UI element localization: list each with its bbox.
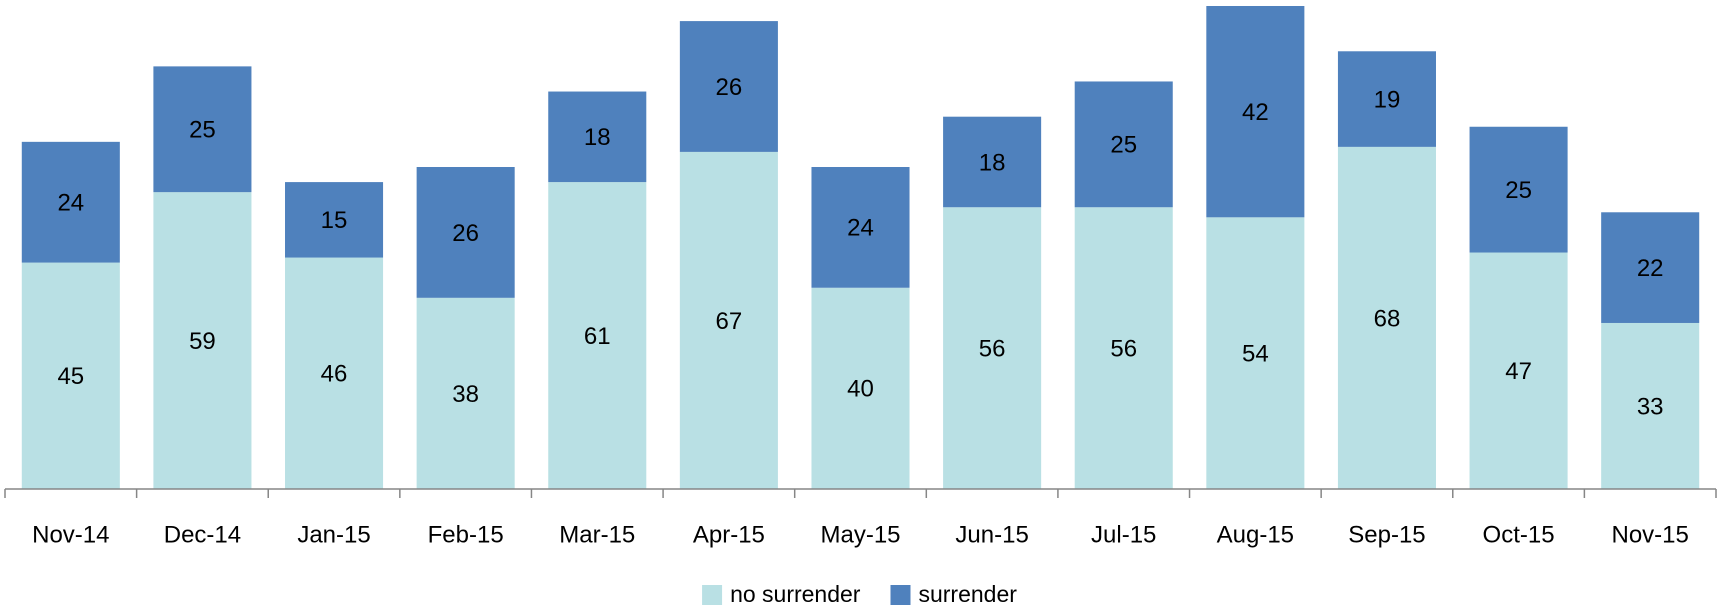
bar-segment xyxy=(1601,212,1700,323)
data-label: 22 xyxy=(1637,255,1664,282)
x-tick-label: Nov-14 xyxy=(32,521,109,548)
bar-segment xyxy=(285,257,384,489)
bar-segment xyxy=(811,167,910,288)
x-tick-label: Feb-15 xyxy=(428,521,504,548)
x-tick-label: Apr-15 xyxy=(693,521,765,548)
data-label: 45 xyxy=(57,363,84,390)
bar-segment xyxy=(548,91,647,183)
data-label: 47 xyxy=(1505,358,1532,385)
bar-segment xyxy=(943,207,1042,489)
bar-segment xyxy=(1206,6,1305,218)
legend-label: surrender xyxy=(918,581,1017,607)
data-label: 24 xyxy=(847,215,874,242)
bar-segment xyxy=(153,66,252,193)
x-tick-label: Sep-15 xyxy=(1348,521,1425,548)
data-label: 19 xyxy=(1374,86,1401,113)
data-label: 56 xyxy=(1110,335,1137,362)
legend: no surrender surrender xyxy=(702,581,1017,607)
data-label: 68 xyxy=(1374,305,1401,332)
legend-label: no surrender xyxy=(730,581,861,607)
bar-segment xyxy=(679,21,778,152)
data-label: 38 xyxy=(452,381,479,408)
bar-segment xyxy=(1469,126,1568,253)
data-label: 25 xyxy=(1505,177,1532,204)
bar-segment xyxy=(811,287,910,489)
data-label: 18 xyxy=(584,124,611,151)
x-tick-label: Jan-15 xyxy=(297,521,370,548)
data-label: 15 xyxy=(321,207,348,234)
data-label: 40 xyxy=(847,376,874,403)
data-label: 67 xyxy=(716,308,743,335)
x-tick-label: Jun-15 xyxy=(955,521,1028,548)
data-label: 56 xyxy=(979,335,1006,362)
bar-segment xyxy=(679,151,778,489)
bar-segment xyxy=(1074,81,1173,208)
legend-swatch xyxy=(702,585,723,605)
data-label: 26 xyxy=(716,74,743,101)
bar-segment xyxy=(1337,51,1436,147)
bar-segment xyxy=(1337,146,1436,489)
bar-segment xyxy=(285,182,384,258)
bar-segment xyxy=(416,297,515,489)
data-label: 18 xyxy=(979,149,1006,176)
x-tick-label: Aug-15 xyxy=(1217,521,1294,548)
bar-segment xyxy=(21,141,120,263)
x-tick-label: Oct-15 xyxy=(1483,521,1555,548)
bar-segment xyxy=(1206,217,1305,489)
x-tick-label: Dec-14 xyxy=(164,521,241,548)
bar-segment xyxy=(416,167,515,298)
data-label: 59 xyxy=(189,328,216,355)
legend-swatch xyxy=(890,585,911,605)
bar-segment xyxy=(943,116,1042,208)
data-label: 24 xyxy=(57,190,84,217)
bar-segment xyxy=(1074,207,1173,489)
x-tick-label: Mar-15 xyxy=(559,521,635,548)
data-label: 25 xyxy=(1110,132,1137,159)
bar-segment xyxy=(21,262,120,489)
bar-segment xyxy=(153,192,252,489)
data-label: 46 xyxy=(321,361,348,388)
bar-segment xyxy=(1601,322,1700,489)
data-label: 42 xyxy=(1242,99,1269,126)
data-label: 25 xyxy=(189,117,216,144)
data-label: 61 xyxy=(584,323,611,350)
data-label: 54 xyxy=(1242,341,1269,368)
bar-segment xyxy=(548,182,647,489)
x-tick-label: Jul-15 xyxy=(1091,521,1156,548)
x-tick-label: May-15 xyxy=(820,521,900,548)
data-label: 26 xyxy=(452,220,479,247)
x-tick-label: Nov-15 xyxy=(1612,521,1689,548)
bar-segment xyxy=(1469,252,1568,489)
data-label: 33 xyxy=(1637,393,1664,420)
